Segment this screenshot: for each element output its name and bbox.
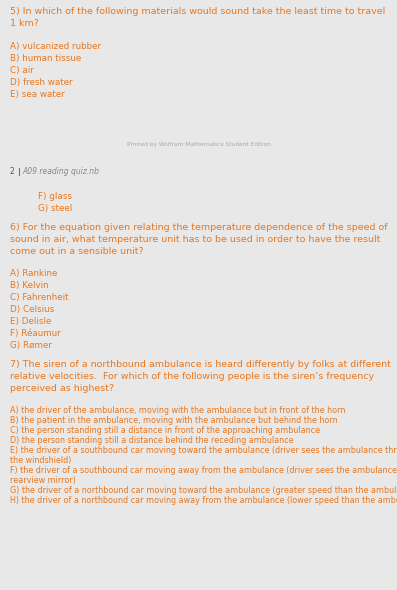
Text: G) steel: G) steel <box>38 204 72 213</box>
Text: E) sea water: E) sea water <box>10 90 65 99</box>
Text: B) the patient in the ambulance, moving with the ambulance but behind the horn: B) the patient in the ambulance, moving … <box>10 416 337 425</box>
Text: D) the person standing still a distance behind the receding ambulance: D) the person standing still a distance … <box>10 436 294 445</box>
Text: 6) For the equation given relating the temperature dependence of the speed of
so: 6) For the equation given relating the t… <box>10 223 387 256</box>
Text: D) Celsius: D) Celsius <box>10 305 54 314</box>
Text: G) the driver of a northbound car moving toward the ambulance (greater speed tha: G) the driver of a northbound car moving… <box>10 486 397 495</box>
Text: H) the driver of a northbound car moving away from the ambulance (lower speed th: H) the driver of a northbound car moving… <box>10 496 397 505</box>
Text: F) Réaumur: F) Réaumur <box>10 329 61 338</box>
Text: A) vulcanized rubber: A) vulcanized rubber <box>10 42 101 51</box>
Text: A) Rankine: A) Rankine <box>10 269 58 278</box>
Text: C) the person standing still a distance in front of the approaching ambulance: C) the person standing still a distance … <box>10 426 320 435</box>
Text: F) glass: F) glass <box>38 192 72 201</box>
Text: B) Kelvin: B) Kelvin <box>10 281 48 290</box>
Text: D) fresh water: D) fresh water <box>10 78 73 87</box>
Text: 7) The siren of a northbound ambulance is heard differently by folks at differen: 7) The siren of a northbound ambulance i… <box>10 360 391 394</box>
Text: E) the driver of a southbound car moving toward the ambulance (driver sees the a: E) the driver of a southbound car moving… <box>10 446 397 455</box>
Text: C) air: C) air <box>10 66 34 75</box>
Text: the windshield): the windshield) <box>10 456 71 465</box>
Text: A09 reading quiz.nb: A09 reading quiz.nb <box>22 167 99 176</box>
Text: E) Delisle: E) Delisle <box>10 317 51 326</box>
Text: F) the driver of a southbound car moving away from the ambulance (driver sees th: F) the driver of a southbound car moving… <box>10 466 397 475</box>
Text: 2: 2 <box>10 167 15 176</box>
Text: 5) In which of the following materials would sound take the least time to travel: 5) In which of the following materials w… <box>10 7 385 28</box>
Text: Printed by Wolfram Mathematica Student Edition: Printed by Wolfram Mathematica Student E… <box>127 142 270 147</box>
Text: C) Fahrenheit: C) Fahrenheit <box>10 293 69 302</box>
Text: rearview mirror): rearview mirror) <box>10 476 76 485</box>
Text: G) Rømer: G) Rømer <box>10 341 52 350</box>
Text: A) the driver of the ambulance, moving with the ambulance but in front of the ho: A) the driver of the ambulance, moving w… <box>10 406 345 415</box>
Text: B) human tissue: B) human tissue <box>10 54 81 63</box>
